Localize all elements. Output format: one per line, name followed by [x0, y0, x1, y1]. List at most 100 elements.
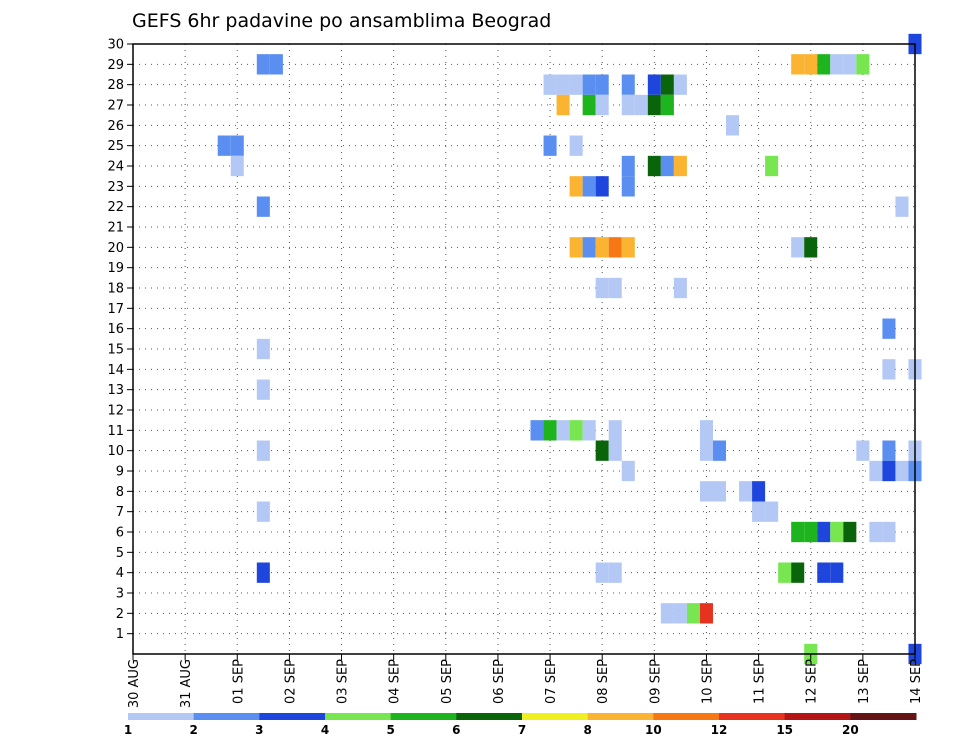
y-tick-label: 8	[116, 485, 124, 500]
x-tick-label: 09 SEP	[648, 659, 663, 704]
precip-cell	[621, 94, 635, 116]
y-tick-label: 19	[107, 261, 124, 276]
y-tick-label: 18	[107, 282, 124, 297]
precip-cell	[752, 481, 766, 502]
precip-cell	[595, 237, 609, 258]
precip-cell	[569, 420, 583, 441]
colorbar-label: 15	[776, 723, 793, 737]
y-tick-label: 14	[107, 363, 124, 378]
precip-cell	[621, 176, 635, 197]
precip-cell	[726, 115, 740, 136]
precip-cell	[882, 359, 896, 380]
y-tick-label: 23	[107, 180, 124, 195]
precip-cell	[530, 420, 544, 441]
x-tick-label: 04 SEP	[388, 659, 403, 704]
precip-cell	[595, 74, 609, 95]
precip-cell	[699, 481, 713, 502]
y-tick-label: 10	[107, 444, 124, 459]
colorbar-swatch	[456, 713, 523, 720]
y-tick-label: 6	[116, 526, 124, 541]
precip-cell	[230, 155, 244, 177]
precip-cell	[804, 54, 818, 75]
y-tick-label: 7	[116, 505, 124, 520]
precip-cell	[556, 74, 570, 95]
precip-cell	[621, 74, 635, 95]
x-tick-label: 06 SEP	[492, 659, 507, 704]
x-tick-label: 10 SEP	[700, 659, 715, 704]
precip-cell	[895, 196, 909, 217]
y-tick-label: 21	[107, 221, 124, 236]
precip-cell	[608, 420, 622, 441]
precip-cell	[595, 176, 609, 197]
precip-cell	[869, 521, 883, 543]
precip-cell	[217, 135, 231, 156]
precip-cell	[817, 521, 831, 543]
precip-cell	[660, 155, 674, 177]
precip-cell	[256, 196, 270, 217]
x-axis-ticks: 30 AUG 31 AUG 01 SEP 02 SEP 03 SEP 04 SEP 05 S…	[127, 654, 924, 708]
y-tick-label: 12	[107, 404, 124, 419]
colorbar-label: 6	[452, 723, 460, 737]
precip-cell	[830, 521, 844, 543]
colorbar-label: 3	[255, 723, 263, 737]
precip-cell	[765, 501, 779, 522]
precip-cell	[595, 440, 609, 461]
y-tick-label: 4	[116, 566, 124, 581]
precip-cell	[699, 603, 713, 624]
precip-cell	[608, 562, 622, 583]
precip-cell	[660, 603, 674, 624]
precip-cell	[673, 155, 687, 177]
x-tick-label: 31 AUG	[179, 659, 194, 708]
precip-cell	[830, 562, 844, 583]
y-tick-label: 15	[107, 343, 124, 358]
y-tick-label: 22	[107, 200, 124, 215]
precip-cell	[582, 176, 596, 197]
precip-cell	[660, 74, 674, 95]
precip-cell	[634, 94, 648, 116]
colorbar-swatch	[325, 713, 392, 720]
colorbar-swatch	[128, 713, 195, 720]
precip-cell	[569, 135, 583, 156]
precip-cell	[895, 460, 909, 482]
precip-cell	[765, 155, 779, 177]
precip-cell	[686, 603, 700, 624]
precip-cell	[582, 94, 596, 116]
precip-cell	[582, 74, 596, 95]
precip-cell	[856, 440, 870, 461]
x-tick-label: 05 SEP	[440, 659, 455, 704]
colorbar-label: 20	[842, 723, 859, 737]
y-tick-label: 3	[116, 587, 124, 602]
precip-cell	[647, 74, 661, 95]
colorbar: 1 2 3 4 5 6 7 8 10 12 15 20	[124, 713, 917, 737]
colorbar-label: 4	[321, 723, 329, 737]
precip-cell	[256, 54, 270, 75]
precip-cell	[256, 562, 270, 583]
y-axis-ticks: 1234567891011121314151617181920212223242…	[107, 38, 133, 642]
precip-cell	[556, 94, 570, 116]
precip-cell	[778, 562, 792, 583]
colorbar-label: 8	[583, 723, 591, 737]
x-tick-label: 01 SEP	[231, 659, 246, 704]
x-tick-label: 02 SEP	[283, 659, 298, 704]
y-tick-label: 27	[107, 99, 124, 114]
precip-cell	[752, 501, 766, 522]
colorbar-swatch	[522, 713, 589, 720]
precip-cell	[256, 440, 270, 461]
y-tick-label: 29	[107, 58, 124, 73]
precip-cell	[712, 440, 727, 461]
precip-cell	[647, 94, 661, 116]
precip-cell	[843, 521, 857, 543]
precip-cell	[595, 94, 609, 116]
colorbar-label: 7	[518, 723, 526, 737]
precip-cell	[791, 562, 805, 583]
precip-cell	[699, 420, 713, 441]
precip-cell	[791, 237, 805, 258]
precip-cell	[804, 237, 818, 258]
y-tick-label: 16	[107, 322, 124, 337]
precip-cell	[543, 74, 557, 95]
colorbar-swatch	[850, 713, 917, 720]
x-tick-label: 14 SEP	[909, 659, 924, 704]
precip-cell	[595, 277, 609, 299]
precip-cell	[569, 74, 583, 95]
precip-cell	[595, 562, 609, 583]
